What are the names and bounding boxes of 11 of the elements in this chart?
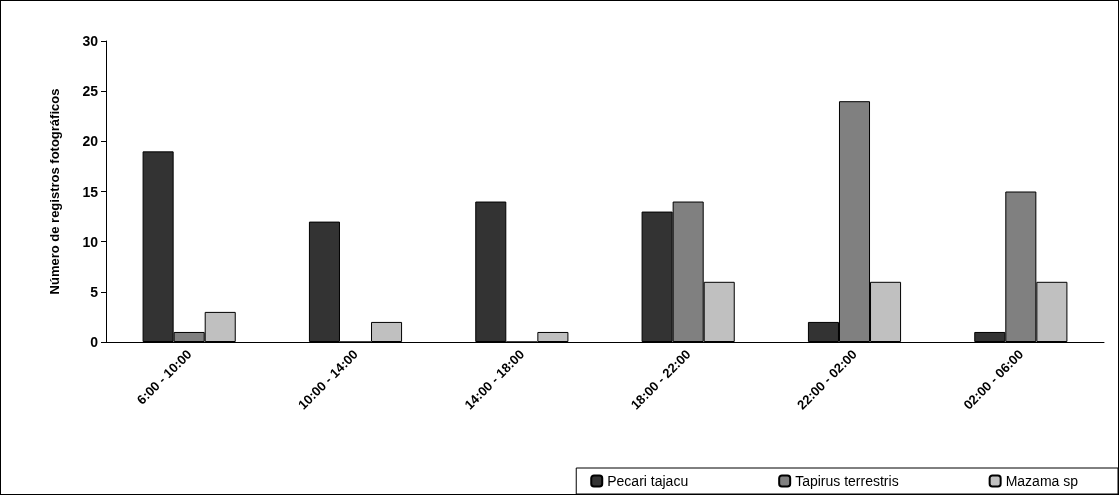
legend-label: Tapirus terrestris [795,473,899,489]
y-tick-label: 0 [90,334,99,350]
y-tick-label: 20 [82,133,99,150]
y-tick-label: 10 [82,233,99,250]
y-tick-label: 15 [82,183,99,200]
y-tick-label: 30 [82,33,99,49]
y-tick-label: 5 [90,283,99,300]
y-tick-label: 25 [82,83,99,100]
y-axis-title: Número de registros fotográficos [47,88,62,295]
legend-label: Mazama sp [1005,473,1079,489]
legend-label: Pecari tajacu [607,473,689,489]
